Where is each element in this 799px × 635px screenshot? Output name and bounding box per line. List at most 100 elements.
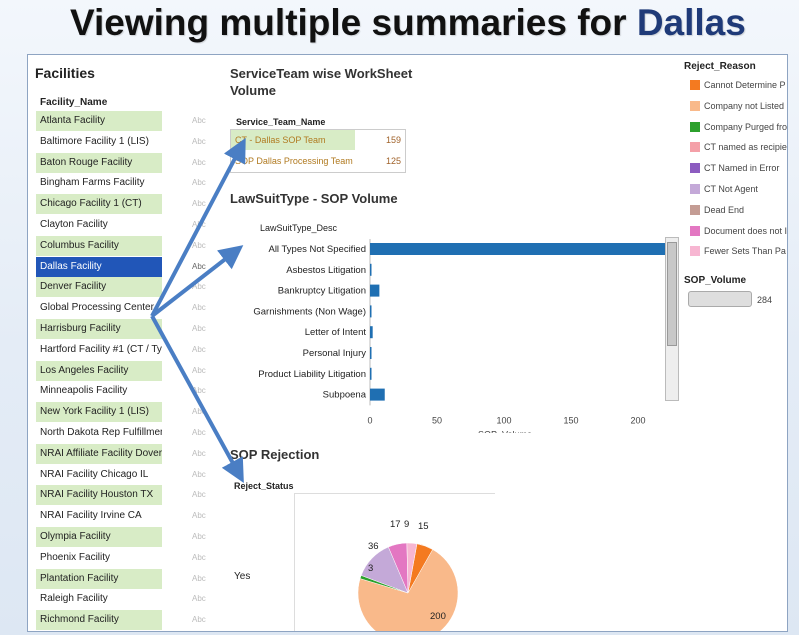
facility-abc-placeholder: Abc xyxy=(192,573,206,583)
legend-item[interactable]: CT named as recipie xyxy=(684,139,787,160)
facility-row[interactable]: Raleigh Facility Abc xyxy=(36,589,236,611)
facility-abc-placeholder: Abc xyxy=(192,282,206,292)
facility-name[interactable]: Los Angeles Facility xyxy=(36,360,162,381)
facility-row[interactable]: NRAI Facility Irvine CA Abc xyxy=(36,506,236,527)
service-team-value: 125 xyxy=(385,156,401,166)
facility-row[interactable]: Hartford Facility #1 (CT / TyM.. Abc xyxy=(36,339,236,361)
facility-row[interactable]: Columbus Facility Abc xyxy=(36,235,236,257)
facility-row[interactable]: NRAI Affiliate Facility Dover .. Abc xyxy=(36,443,236,465)
facility-row[interactable]: Denver Facility Abc xyxy=(36,277,236,299)
facility-name[interactable]: Baltimore Facility 1 (LIS) xyxy=(36,131,162,152)
facility-row[interactable]: Harrisburg Facility Abc xyxy=(36,318,236,340)
facility-name[interactable]: Chicago Facility 1 (CT) xyxy=(36,194,162,215)
facility-name[interactable]: Plantation Facility xyxy=(36,568,162,589)
facility-name[interactable]: North Dakota Rep Fulfillment xyxy=(36,422,162,443)
facility-row[interactable]: North Dakota Rep Fulfillment Abc xyxy=(36,422,236,444)
facility-row[interactable]: Richmond Facility Abc xyxy=(36,610,236,631)
facility-name[interactable]: Clayton Facility xyxy=(36,214,162,235)
facility-abc-placeholder: Abc xyxy=(192,323,206,333)
lawsuit-category-label: Garnishments (Non Wage) xyxy=(253,306,366,317)
facility-abc-placeholder: Abc xyxy=(192,303,206,313)
legend-item[interactable]: Fewer Sets Than Pa xyxy=(684,243,787,264)
lawsuit-category-label: All Types Not Specified xyxy=(268,244,366,255)
slide-title: Viewing multiple summaries for Dallas xyxy=(70,2,790,48)
facility-row[interactable]: Baltimore Facility 1 (LIS) Abc xyxy=(36,131,236,153)
lawsuit-bar xyxy=(370,305,372,318)
rejection-column-header: Reject_Status xyxy=(234,481,294,491)
facility-abc-placeholder: Abc xyxy=(192,469,206,479)
facility-row[interactable]: Phoenix Facility Abc xyxy=(36,547,236,569)
lawsuit-title: LawSuitType - SOP Volume xyxy=(230,191,398,206)
pie-data-label: 36 xyxy=(368,541,379,552)
facility-name[interactable]: NRAI Facility Chicago IL xyxy=(36,464,162,485)
legend-item[interactable]: Company not Listed xyxy=(684,98,787,119)
facility-name[interactable]: Dallas Facility xyxy=(36,256,162,277)
facility-abc-placeholder: Abc xyxy=(192,448,206,458)
legend-label: Company not Listed xyxy=(704,100,785,111)
facility-name[interactable]: Columbus Facility xyxy=(36,235,162,256)
legend-item[interactable]: CT Named in Error xyxy=(684,160,787,181)
facility-column-header: Facility_Name xyxy=(40,97,108,108)
facility-name[interactable]: Harrisburg Facility xyxy=(36,318,162,339)
facility-row[interactable]: Baton Rouge Facility Abc xyxy=(36,152,236,174)
legend-label: Company Purged fro xyxy=(704,121,788,132)
lawsuit-scrollbar[interactable] xyxy=(665,237,679,401)
facility-name[interactable]: Minneapolis Facility xyxy=(36,381,162,402)
facility-name[interactable]: NRAI Facility Irvine CA xyxy=(36,506,162,527)
service-team-table: CT - Dallas SOP Team 159 SOP Dallas Proces… xyxy=(230,129,406,173)
facility-row[interactable]: Chicago Facility 1 (CT) Abc xyxy=(36,194,236,215)
facility-row[interactable]: Los Angeles Facility Abc xyxy=(36,360,236,382)
facility-name[interactable]: NRAI Affiliate Facility Dover .. xyxy=(36,443,162,464)
legend-item[interactable]: Company Purged fro xyxy=(684,119,787,140)
legend-item[interactable]: Cannot Determine P xyxy=(684,77,787,98)
service-team-row[interactable]: SOP Dallas Processing Team 125 xyxy=(231,151,405,172)
facility-row[interactable]: Dallas Facility Abc xyxy=(36,256,236,278)
legend-item[interactable]: Document does not I xyxy=(684,223,787,244)
facility-abc-placeholder: Abc xyxy=(192,178,206,188)
facility-list: Atlanta Facility Abc Baltimore Facility 1 … xyxy=(36,111,236,631)
facility-row[interactable]: New York Facility 1 (LIS) Abc xyxy=(36,402,236,423)
facility-name[interactable]: Phoenix Facility xyxy=(36,547,162,568)
facility-name[interactable]: Raleigh Facility xyxy=(36,589,162,610)
dashboard-panel: Facilities Facility_Name Atlanta Facilit… xyxy=(27,54,788,632)
facility-abc-placeholder: Abc xyxy=(192,594,206,604)
lawsuit-category-label: Asbestos Litigation xyxy=(286,265,366,276)
facility-name[interactable]: Hartford Facility #1 (CT / TyM.. xyxy=(36,339,162,360)
facility-row[interactable]: Clayton Facility Abc xyxy=(36,214,236,236)
facility-abc-placeholder: Abc xyxy=(192,427,206,437)
facility-row[interactable]: Olympia Facility Abc xyxy=(36,526,236,548)
facility-name[interactable]: Global Processing Center xyxy=(36,298,162,319)
legend-item[interactable]: Dead End xyxy=(684,202,787,223)
facility-row[interactable]: Bingham Farms Facility Abc xyxy=(36,173,236,195)
facility-row[interactable]: Plantation Facility Abc xyxy=(36,568,236,590)
facility-abc-placeholder: Abc xyxy=(192,386,206,396)
facility-name[interactable]: Bingham Farms Facility xyxy=(36,173,162,194)
facility-abc-placeholder: Abc xyxy=(192,240,206,250)
facility-name[interactable]: New York Facility 1 (LIS) xyxy=(36,402,162,423)
legend-swatch xyxy=(690,204,700,215)
pie-slice xyxy=(406,542,418,594)
service-team-name: SOP Dallas Processing Team xyxy=(235,156,353,166)
facility-name[interactable]: Atlanta Facility xyxy=(36,111,162,131)
facility-name[interactable]: Denver Facility xyxy=(36,277,162,298)
facility-name[interactable]: NRAI Facility Houston TX xyxy=(36,485,162,506)
lawsuit-scrollbar-thumb[interactable] xyxy=(667,242,677,346)
facility-name[interactable]: Richmond Facility xyxy=(36,610,162,631)
facility-abc-placeholder: Abc xyxy=(192,531,206,541)
facility-row[interactable]: NRAI Facility Chicago IL Abc xyxy=(36,464,236,486)
facility-row[interactable]: Minneapolis Facility Abc xyxy=(36,381,236,403)
facility-row[interactable]: NRAI Facility Houston TX Abc xyxy=(36,485,236,507)
facility-row[interactable]: Atlanta Facility Abc xyxy=(36,111,236,132)
facility-name[interactable]: Baton Rouge Facility xyxy=(36,152,162,173)
facility-row[interactable]: Global Processing Center Abc xyxy=(36,298,236,319)
legend-title: Reject_Reason xyxy=(684,61,756,72)
slide-title-highlight: Dallas xyxy=(636,2,746,43)
service-team-row[interactable]: CT - Dallas SOP Team 159 xyxy=(231,130,405,151)
legend-item[interactable]: CT Not Agent xyxy=(684,181,787,202)
pie-data-label: 15 xyxy=(418,521,429,532)
facility-abc-placeholder: Abc xyxy=(192,219,206,229)
lawsuit-x-axis-label: SOP_Volume xyxy=(478,429,532,433)
legend-swatch xyxy=(690,142,700,153)
facility-name[interactable]: Olympia Facility xyxy=(36,526,162,547)
lawsuit-column-header: LawSuitType_Desc xyxy=(260,223,338,233)
